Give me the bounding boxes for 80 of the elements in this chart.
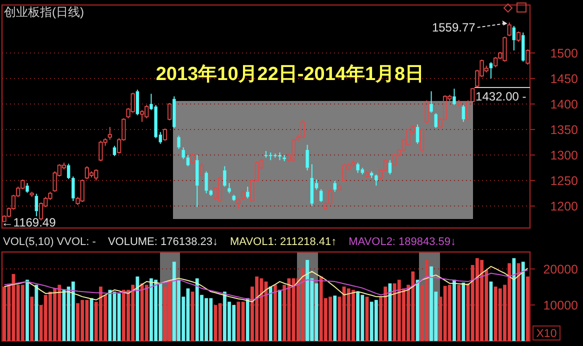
bar [306,260,310,341]
chart-title: 创业板指(日线) [4,5,84,19]
candlestick [223,166,226,188]
annotation: 1432.00 - [476,90,526,104]
bar [117,293,121,341]
bar [457,284,461,341]
candlestick [228,182,231,194]
candlestick [204,170,208,194]
annotation: ←1169.49 [1,216,56,230]
candlestick [512,25,516,51]
candlestick [282,154,286,162]
candlestick [232,194,236,202]
bar [136,276,140,341]
y-tick-label: 1350 [550,123,578,138]
bar [273,284,277,341]
candlestick [306,144,309,171]
bar [144,284,148,341]
text: 2013年10月22日-2014年1月8日 [156,64,424,85]
bar [108,290,112,341]
bar [374,300,378,341]
y-tick-label: 1400 [550,98,578,112]
candlestick [209,189,213,196]
bar [30,296,34,341]
candlestick [72,176,75,202]
y-tick-label: 20000 [543,262,578,276]
chart-title: VOL(5,10) VVOL: - [3,236,96,248]
candlestick [319,188,323,202]
series-label: VOLUME: 176138.23↓ [108,236,218,248]
bar [448,284,452,341]
candlestick [177,135,180,150]
y-tick-label: 10000 [543,298,578,312]
candlestick [416,124,420,144]
candlestick [430,90,433,114]
candlestick [374,174,378,186]
annotation: 1559.77 [432,20,476,34]
candlestick [462,104,466,122]
y-tick-label: 1250 [550,174,578,188]
bar [26,280,29,341]
bar [34,284,38,341]
candlestick [434,112,438,128]
y-axis-title: X10 [536,328,557,340]
candlestick [186,154,190,167]
candlestick [388,160,392,175]
candlestick [196,154,199,208]
bar [512,258,516,341]
candlestick [489,62,493,79]
candlestick [452,88,456,106]
bar [268,286,272,341]
bar [521,262,525,341]
candlestick [34,193,38,217]
candlestick [112,145,116,157]
bar [356,292,360,341]
bar [218,303,222,341]
text: MAVOL2: 189843.59↓ [348,236,456,248]
y-tick-label: 1300 [550,148,578,163]
candlestick [66,163,70,180]
candlestick [333,180,336,192]
candlestick [522,32,525,62]
candlestick [26,182,29,194]
bar [424,260,428,341]
bar [71,282,75,341]
candlestick [264,150,268,158]
bar [333,296,337,341]
bar [20,284,24,341]
bar [246,298,250,341]
bar [452,280,456,341]
y-tick-label: 1200 [550,200,578,214]
bar [462,282,466,341]
candlestick [136,89,140,116]
candlestick [246,186,250,199]
text: MAVOL1: 211218.41↑ [230,236,337,248]
candlestick [310,164,314,207]
bar [526,276,530,341]
bar [168,280,172,341]
bar [278,290,282,341]
y-tick-label: 1450 [550,72,578,86]
candlestick [182,146,185,160]
candlestick [172,96,176,128]
candlestick [370,170,374,178]
y-tick-label: 1500 [550,46,578,60]
